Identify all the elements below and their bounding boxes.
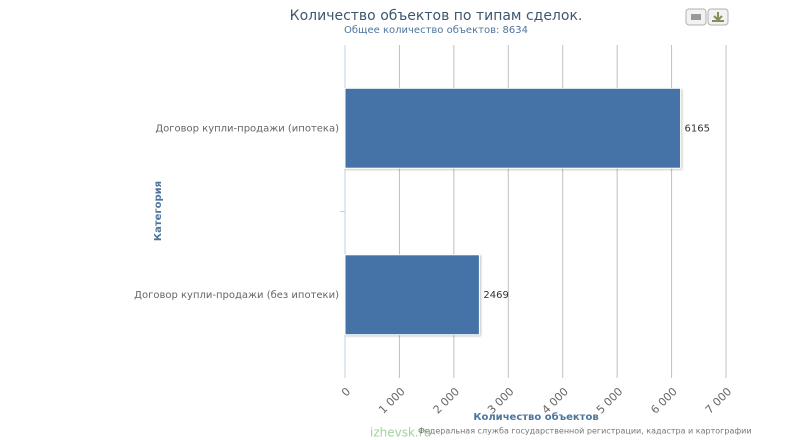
x-tick-label: 2 000	[431, 385, 462, 416]
chart-subtitle: Общее количество объектов: 8634	[344, 25, 528, 36]
data-label: 6165	[685, 123, 710, 134]
export-button[interactable]	[707, 8, 729, 26]
bar	[344, 87, 682, 169]
y-tick-label: Договор купли-продажи (ипотека)	[155, 123, 339, 134]
credits: Федеральная служба государственной регис…	[418, 427, 752, 436]
x-tick-label: 7 000	[703, 385, 734, 416]
y-axis-title: Категория	[153, 181, 164, 241]
x-tick-label: 1 000	[376, 385, 407, 416]
watermark: izhevsk.ru	[370, 426, 431, 440]
chart-title: Количество объектов по типам сделок.	[290, 8, 583, 24]
y-tick-label: Договор купли-продажи (без ипотеки)	[134, 290, 339, 301]
data-label: 2469	[483, 290, 508, 301]
x-axis-title: Количество объектов	[473, 411, 598, 423]
print-button[interactable]	[685, 8, 707, 26]
x-tick-label: 5 000	[594, 385, 625, 416]
x-tick-label: 6 000	[648, 385, 679, 416]
bar	[344, 254, 480, 336]
x-tick-label: 0	[339, 385, 353, 399]
